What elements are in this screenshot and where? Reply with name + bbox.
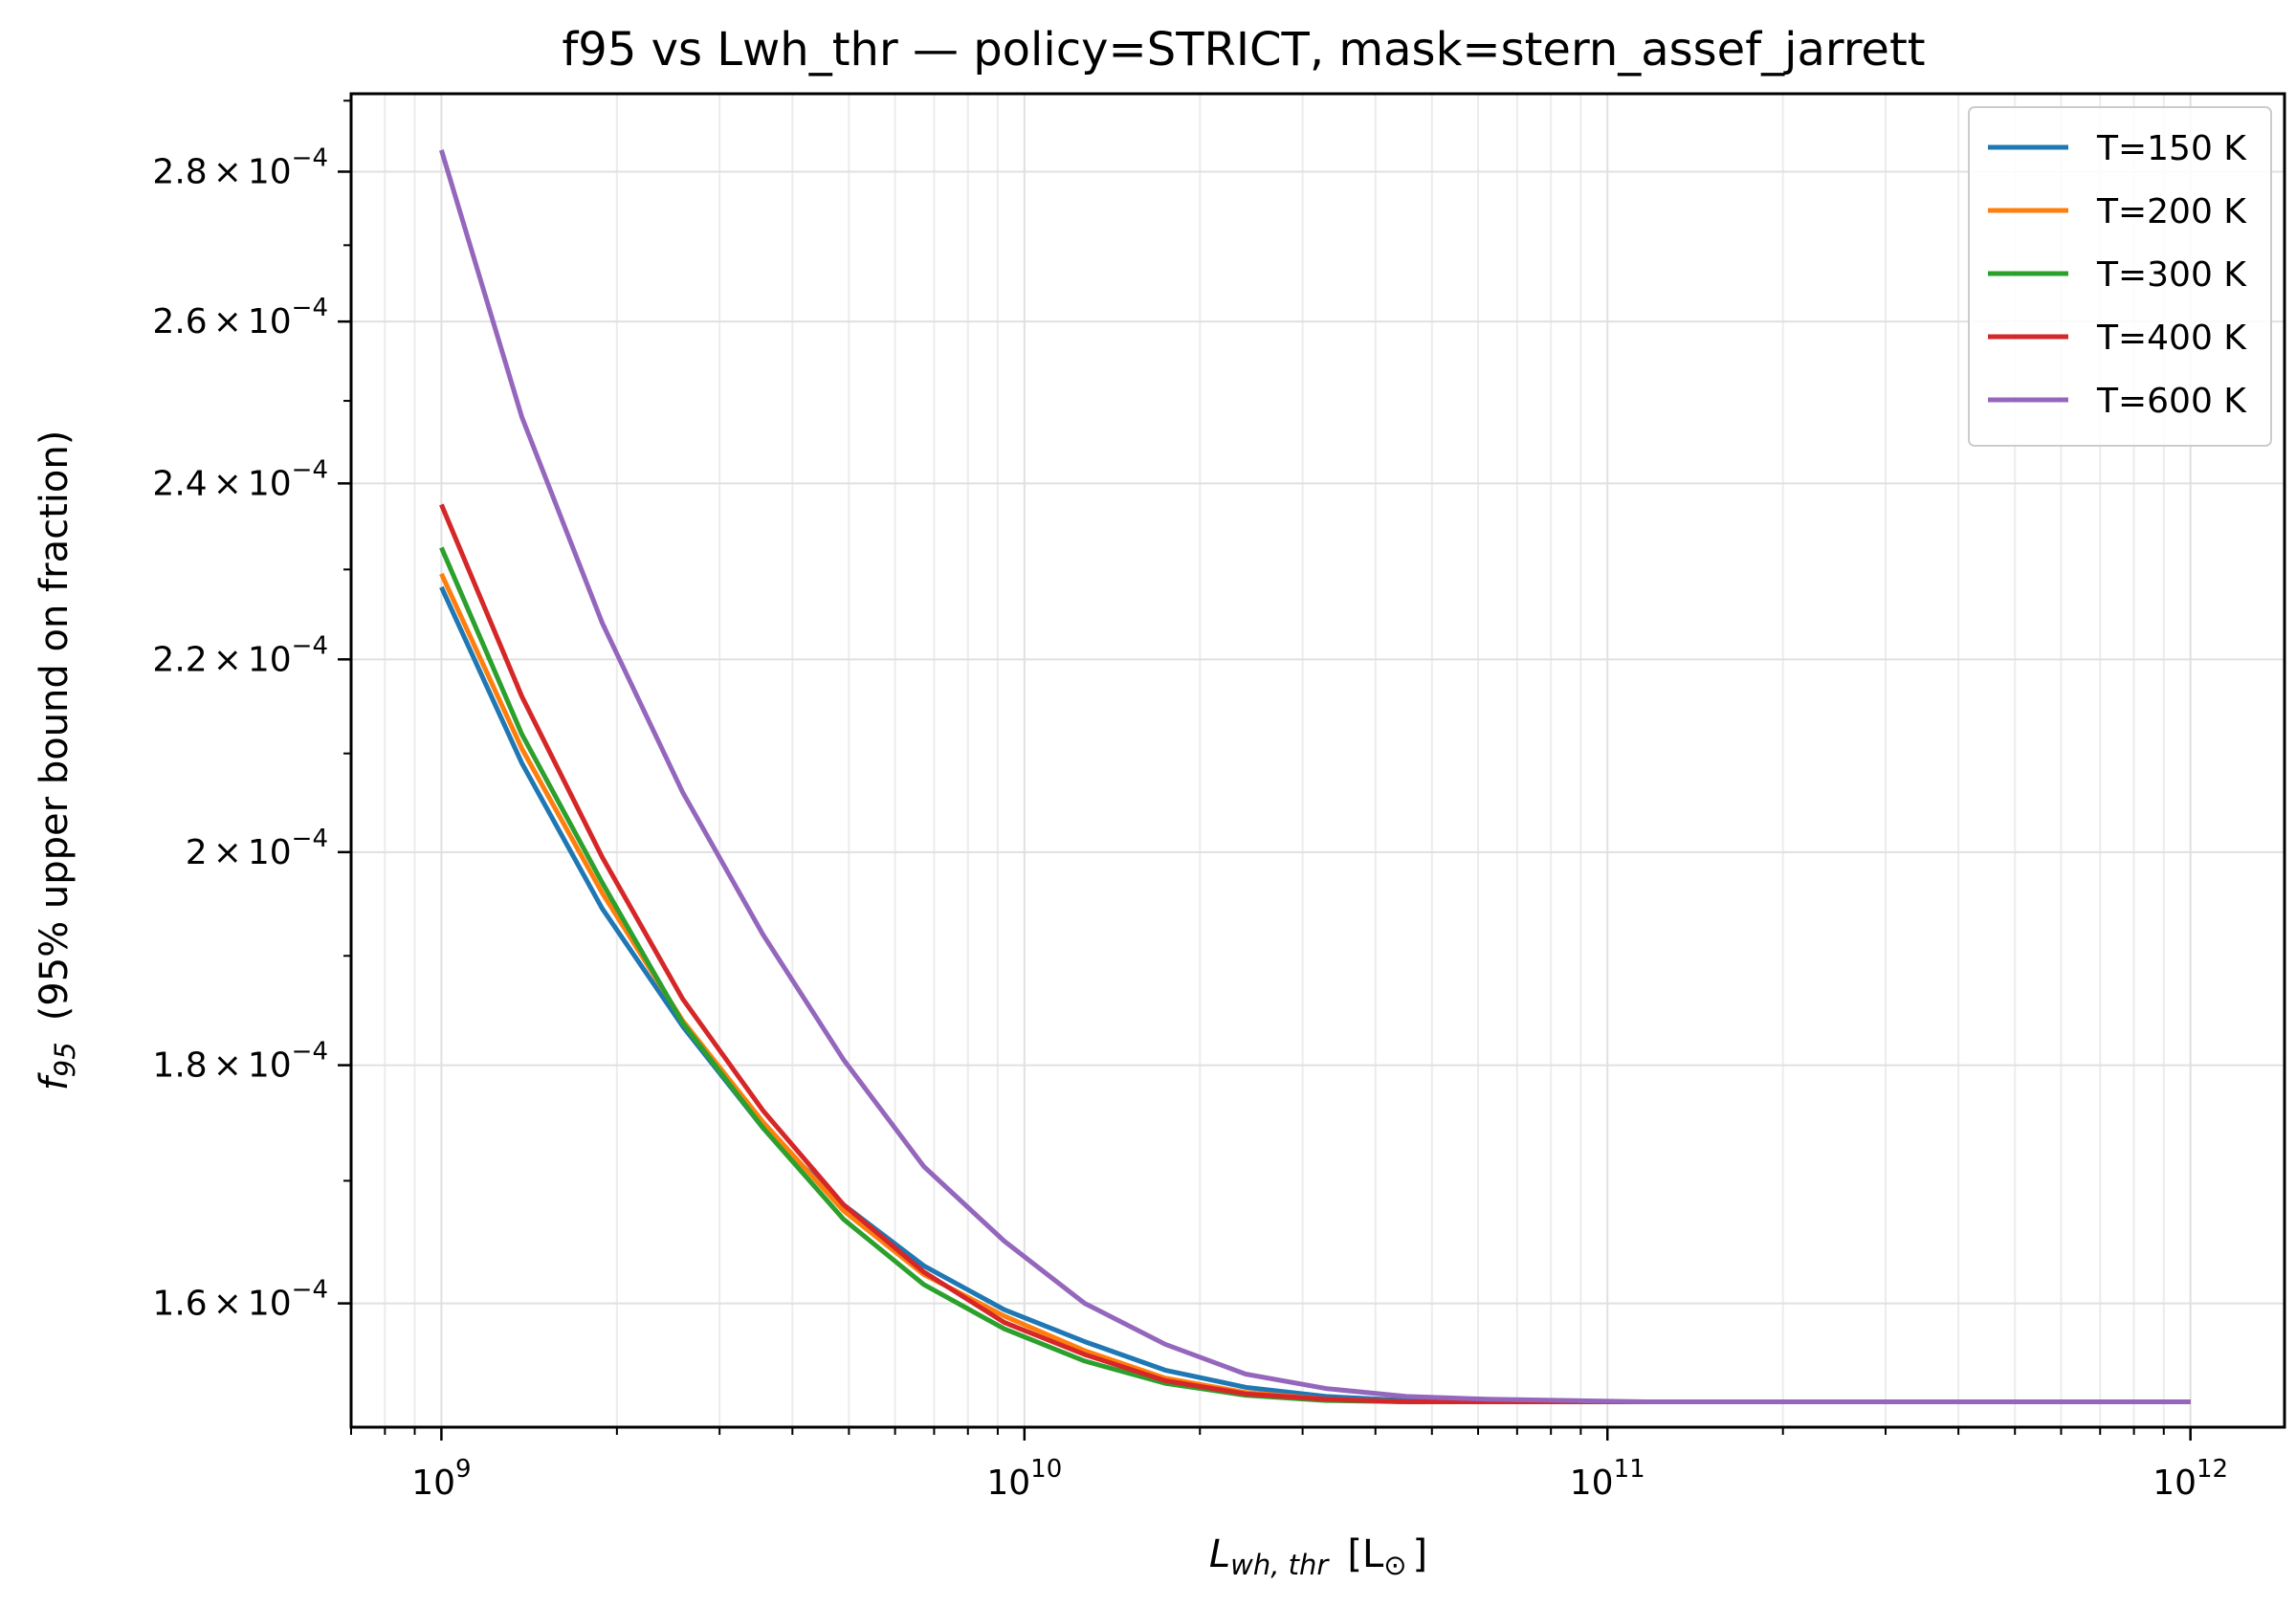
y-tick-label: 2.2 × 10−4: [152, 631, 328, 679]
legend-label: T=400 K: [2096, 319, 2247, 358]
x-axis-label-main: L: [1209, 1532, 1230, 1576]
plot-frame: [349, 92, 2286, 1429]
grid-lines: [350, 94, 2285, 1427]
x-axis-label: Lwh, thr [L⊙]: [1209, 1532, 1427, 1581]
y-tick-label: 2 × 10−4: [186, 825, 328, 872]
y-axis-label-sub: 95: [49, 1042, 81, 1077]
x-axis-label-sub: wh, thr: [1230, 1549, 1330, 1581]
legend-frame: [1968, 106, 2272, 447]
y-tick-label: 1.8 × 10−4: [152, 1038, 328, 1086]
legend-label: T=200 K: [2096, 192, 2247, 231]
y-tick-label: 2.8 × 10−4: [152, 143, 328, 191]
x-tick-label: 1011: [1570, 1455, 1645, 1503]
series-line-t-600-k: [439, 149, 2191, 1404]
legend-label: T=150 K: [2096, 129, 2247, 168]
x-tick-label: 1010: [986, 1455, 1062, 1503]
x-axis-label-unit-close: ]: [1413, 1532, 1428, 1576]
legend: T=150 K T=200 K T=300 K T=400 K T=600 K: [1968, 106, 2272, 447]
x-axis-label-unit-open: [L: [1347, 1532, 1384, 1576]
y-tick-label: 2.4 × 10−4: [152, 455, 328, 503]
x-axis-label-unit-sub: ⊙: [1383, 1549, 1406, 1581]
y-axis-label: f95(95% upper bound on fraction): [33, 430, 81, 1091]
y-tick-label: 2.6 × 10−4: [152, 294, 328, 341]
legend-label: T=300 K: [2096, 255, 2247, 295]
x-tick-label: 109: [411, 1455, 471, 1503]
y-axis-label-desc: (95% upper bound on fraction): [33, 430, 77, 1022]
chart-title: f95 vs Lwh_thr — policy=STRICT, mask=ste…: [562, 23, 1925, 77]
axis-ticks: 109 1010 1011 1012 1.6 × 10−4 1.8 × 10−4 2 × 10−4 2.2…: [152, 99, 2228, 1503]
legend-label: T=600 K: [2096, 382, 2247, 421]
x-tick-label: 1012: [2152, 1455, 2228, 1503]
y-tick-label: 1.6 × 10−4: [152, 1276, 328, 1324]
series-lines: [439, 149, 2191, 1404]
